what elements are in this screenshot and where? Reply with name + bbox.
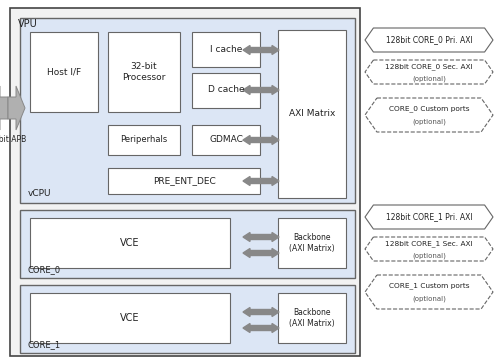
Polygon shape: [243, 46, 279, 55]
Text: 32bit APB: 32bit APB: [0, 135, 26, 144]
Bar: [20, 285, 355, 353]
Text: (optional): (optional): [412, 253, 446, 259]
Text: 128bit CORE_0 Sec. AXI: 128bit CORE_0 Sec. AXI: [385, 64, 473, 70]
Polygon shape: [365, 98, 493, 132]
Bar: [192, 32, 260, 67]
Text: (optional): (optional): [412, 119, 446, 125]
Text: GDMAC: GDMAC: [209, 135, 243, 144]
Text: VPU: VPU: [18, 19, 38, 29]
Text: Backbone
(AXI Matrix): Backbone (AXI Matrix): [289, 233, 335, 253]
Text: CORE_0: CORE_0: [28, 265, 61, 274]
Polygon shape: [0, 86, 8, 130]
Bar: [108, 168, 260, 194]
Polygon shape: [243, 324, 279, 333]
Polygon shape: [243, 307, 279, 316]
Text: CORE_1: CORE_1: [28, 340, 61, 349]
Bar: [108, 32, 180, 112]
Text: Host I/F: Host I/F: [47, 67, 81, 76]
Text: 128bit CORE_0 Pri. AXI: 128bit CORE_0 Pri. AXI: [386, 35, 472, 45]
Bar: [20, 210, 355, 278]
Text: VCE: VCE: [120, 238, 140, 248]
Text: 128bit CORE_1 Pri. AXI: 128bit CORE_1 Pri. AXI: [386, 212, 472, 222]
Text: CORE_1 Custom ports: CORE_1 Custom ports: [389, 283, 469, 289]
Polygon shape: [243, 177, 279, 185]
Text: CORE_0 Custom ports: CORE_0 Custom ports: [389, 106, 469, 112]
Bar: [30, 218, 230, 268]
Polygon shape: [243, 248, 279, 257]
Text: Periperhals: Periperhals: [120, 135, 168, 144]
Bar: [278, 293, 346, 343]
Text: 128bit CORE_1 Sec. AXI: 128bit CORE_1 Sec. AXI: [385, 241, 473, 247]
Bar: [278, 30, 346, 198]
Polygon shape: [243, 135, 279, 144]
Text: Backbone
(AXI Matrix): Backbone (AXI Matrix): [289, 308, 335, 328]
Bar: [10, 8, 360, 356]
Text: VCE: VCE: [120, 313, 140, 323]
Polygon shape: [365, 205, 493, 229]
Text: AXI Matrix: AXI Matrix: [289, 109, 335, 118]
Text: (optional): (optional): [412, 76, 446, 82]
Text: vCPU: vCPU: [28, 189, 52, 198]
Bar: [192, 125, 260, 155]
Polygon shape: [365, 60, 493, 84]
Polygon shape: [243, 85, 279, 94]
Text: D cache: D cache: [208, 85, 244, 94]
Polygon shape: [243, 232, 279, 241]
Bar: [20, 18, 355, 203]
Polygon shape: [365, 28, 493, 52]
Polygon shape: [365, 275, 493, 309]
Bar: [192, 73, 260, 108]
Bar: [30, 32, 98, 112]
Bar: [108, 125, 180, 155]
Text: (optional): (optional): [412, 296, 446, 302]
Polygon shape: [365, 237, 493, 261]
Text: 32-bit
Processor: 32-bit Processor: [122, 62, 166, 82]
Polygon shape: [8, 86, 25, 130]
Bar: [278, 218, 346, 268]
Bar: [30, 293, 230, 343]
Text: PRE_ENT_DEC: PRE_ENT_DEC: [152, 177, 216, 185]
Text: I cache: I cache: [210, 45, 242, 54]
